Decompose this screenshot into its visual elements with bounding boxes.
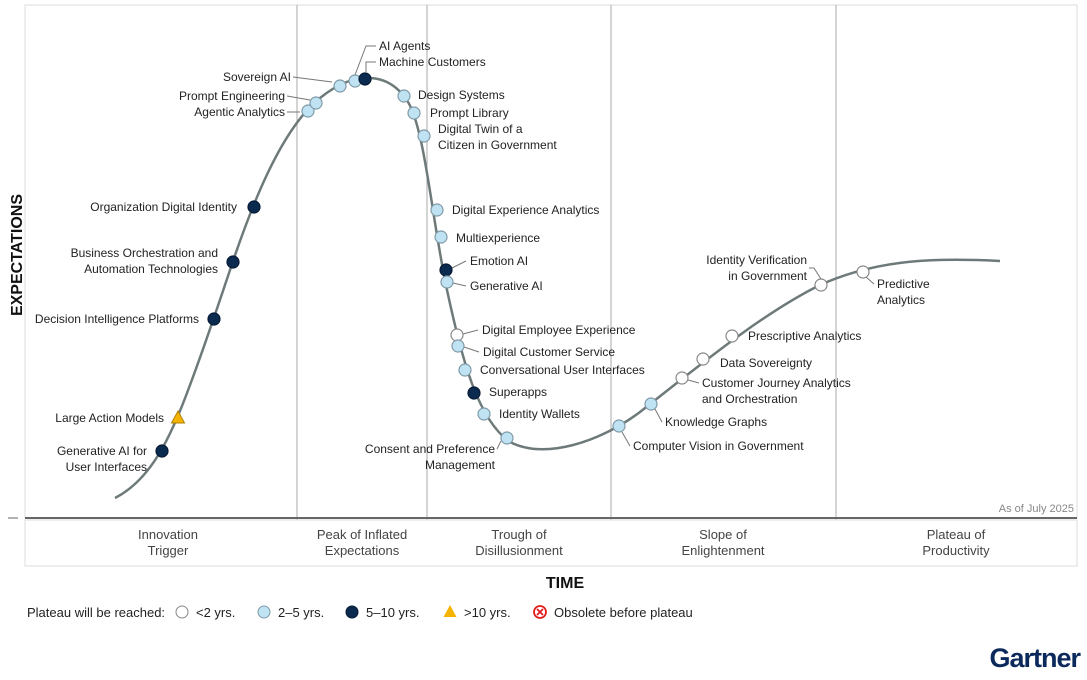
technology-label: Data Sovereignty (720, 356, 812, 370)
technology-marker[interactable] (856, 265, 870, 279)
technology-label: Decision Intelligence Platforms (35, 312, 199, 326)
legend-title: Plateau will be reached: (27, 605, 165, 620)
technology-label: Customer Journey Analytics and Orchestrat… (702, 376, 851, 406)
leader-line (292, 76, 333, 83)
legend-triangle-icon (443, 605, 457, 617)
technology-label: Identity Wallets (499, 407, 580, 421)
technology-marker[interactable] (333, 79, 347, 93)
legend-item-label: >10 yrs. (464, 605, 511, 620)
technology-label: Machine Customers (379, 55, 486, 69)
technology-marker[interactable] (500, 431, 514, 445)
technology-marker[interactable] (725, 329, 739, 343)
technology-marker[interactable] (439, 263, 453, 277)
technology-marker[interactable] (301, 104, 315, 118)
triangle-marker[interactable] (170, 409, 186, 424)
technology-label: Large Action Models (55, 411, 164, 425)
technology-label: Prescriptive Analytics (748, 329, 861, 343)
leader-line (354, 45, 376, 76)
leader-line (621, 431, 631, 447)
technology-marker[interactable] (309, 96, 323, 110)
leader-line (809, 267, 822, 280)
phase-label: Trough of Disillusionment (475, 527, 563, 558)
technology-marker[interactable] (155, 444, 169, 458)
technology-label: Design Systems (418, 88, 505, 102)
technology-label: Digital Customer Service (483, 345, 615, 359)
technology-marker[interactable] (430, 203, 444, 217)
technology-marker[interactable] (434, 230, 448, 244)
technology-marker[interactable] (612, 419, 626, 433)
y-axis-label: EXPECTATIONS (9, 194, 26, 316)
leader-line (365, 61, 376, 72)
technology-marker[interactable] (675, 371, 689, 385)
as-of-date: As of July 2025 (999, 503, 1074, 515)
technology-marker[interactable] (467, 386, 481, 400)
technology-marker[interactable] (207, 312, 221, 326)
legend: Plateau will be reached: <2 yrs. 2–5 yrs. 5… (27, 605, 693, 620)
technology-marker[interactable] (644, 397, 658, 411)
technology-label: Predictive Analytics (877, 277, 930, 307)
technology-label: Business Orchestration and Automation Tec… (71, 246, 218, 276)
technology-label: Multiexperience (456, 231, 540, 245)
technology-marker[interactable] (450, 328, 464, 342)
technology-marker[interactable] (440, 275, 454, 289)
technology-label: Consent and Preference Management (365, 442, 496, 472)
phase-label: Plateau of Productivity (922, 527, 990, 558)
technology-marker[interactable] (814, 278, 828, 292)
technology-label: Prompt Engineering (179, 89, 285, 103)
technology-label: Computer Vision in Government (633, 439, 804, 453)
technology-label: Emotion AI (470, 254, 528, 268)
phase-label: Innovation Trigger (138, 527, 198, 558)
technology-marker[interactable] (407, 106, 421, 120)
technology-label: AI Agents (379, 39, 430, 53)
technology-marker[interactable] (458, 363, 472, 377)
legend-item-label: <2 yrs. (196, 605, 235, 620)
gartner-logo: Gartner (989, 643, 1081, 673)
leader-line (865, 276, 875, 285)
leader-line (687, 379, 700, 384)
technology-label: Generative AI for User Interfaces (57, 444, 147, 474)
technology-marker[interactable] (358, 72, 372, 86)
leader-line (286, 95, 311, 101)
leader-line (463, 346, 480, 353)
leader-line (452, 282, 467, 287)
legend-item-label: 5–10 yrs. (366, 605, 419, 620)
technology-marker[interactable] (417, 129, 431, 143)
technology-label: Digital Experience Analytics (452, 203, 599, 217)
phase-label: Peak of Inflated Expectations (317, 527, 407, 558)
leader-line (496, 440, 502, 450)
phase-band (24, 519, 1078, 567)
technology-marker[interactable] (247, 200, 261, 214)
x-axis-label: TIME (546, 575, 585, 592)
legend-item-label: 2–5 yrs. (278, 605, 324, 620)
technology-label: Generative AI (470, 279, 543, 293)
technology-marker[interactable] (477, 407, 491, 421)
technology-label: Sovereign AI (223, 70, 291, 84)
technology-label: Agentic Analytics (194, 105, 285, 119)
technology-label: Conversational User Interfaces (480, 363, 645, 377)
technology-label: Organization Digital Identity (90, 200, 237, 214)
phase-label: Slope of Enlightenment (681, 527, 764, 558)
technology-label: Knowledge Graphs (665, 415, 767, 429)
leader-line (462, 329, 479, 335)
legend-circle-icon (345, 605, 359, 619)
legend-item-label: Obsolete before plateau (554, 605, 693, 620)
leader-line (451, 260, 467, 269)
technology-marker[interactable] (397, 89, 411, 103)
technology-label: Superapps (489, 385, 547, 399)
technology-marker[interactable] (696, 352, 710, 366)
technology-label: Prompt Library (430, 106, 509, 120)
technology-label: Digital Twin of a Citizen in Government (438, 122, 557, 152)
technology-label: Identity Verification in Government (706, 253, 807, 283)
technology-marker[interactable] (451, 339, 465, 353)
legend-circle-icon (175, 605, 189, 619)
technology-label: Digital Employee Experience (482, 323, 636, 337)
legend-circle-icon (257, 605, 271, 619)
leader-line (654, 408, 663, 423)
technology-marker[interactable] (226, 255, 240, 269)
